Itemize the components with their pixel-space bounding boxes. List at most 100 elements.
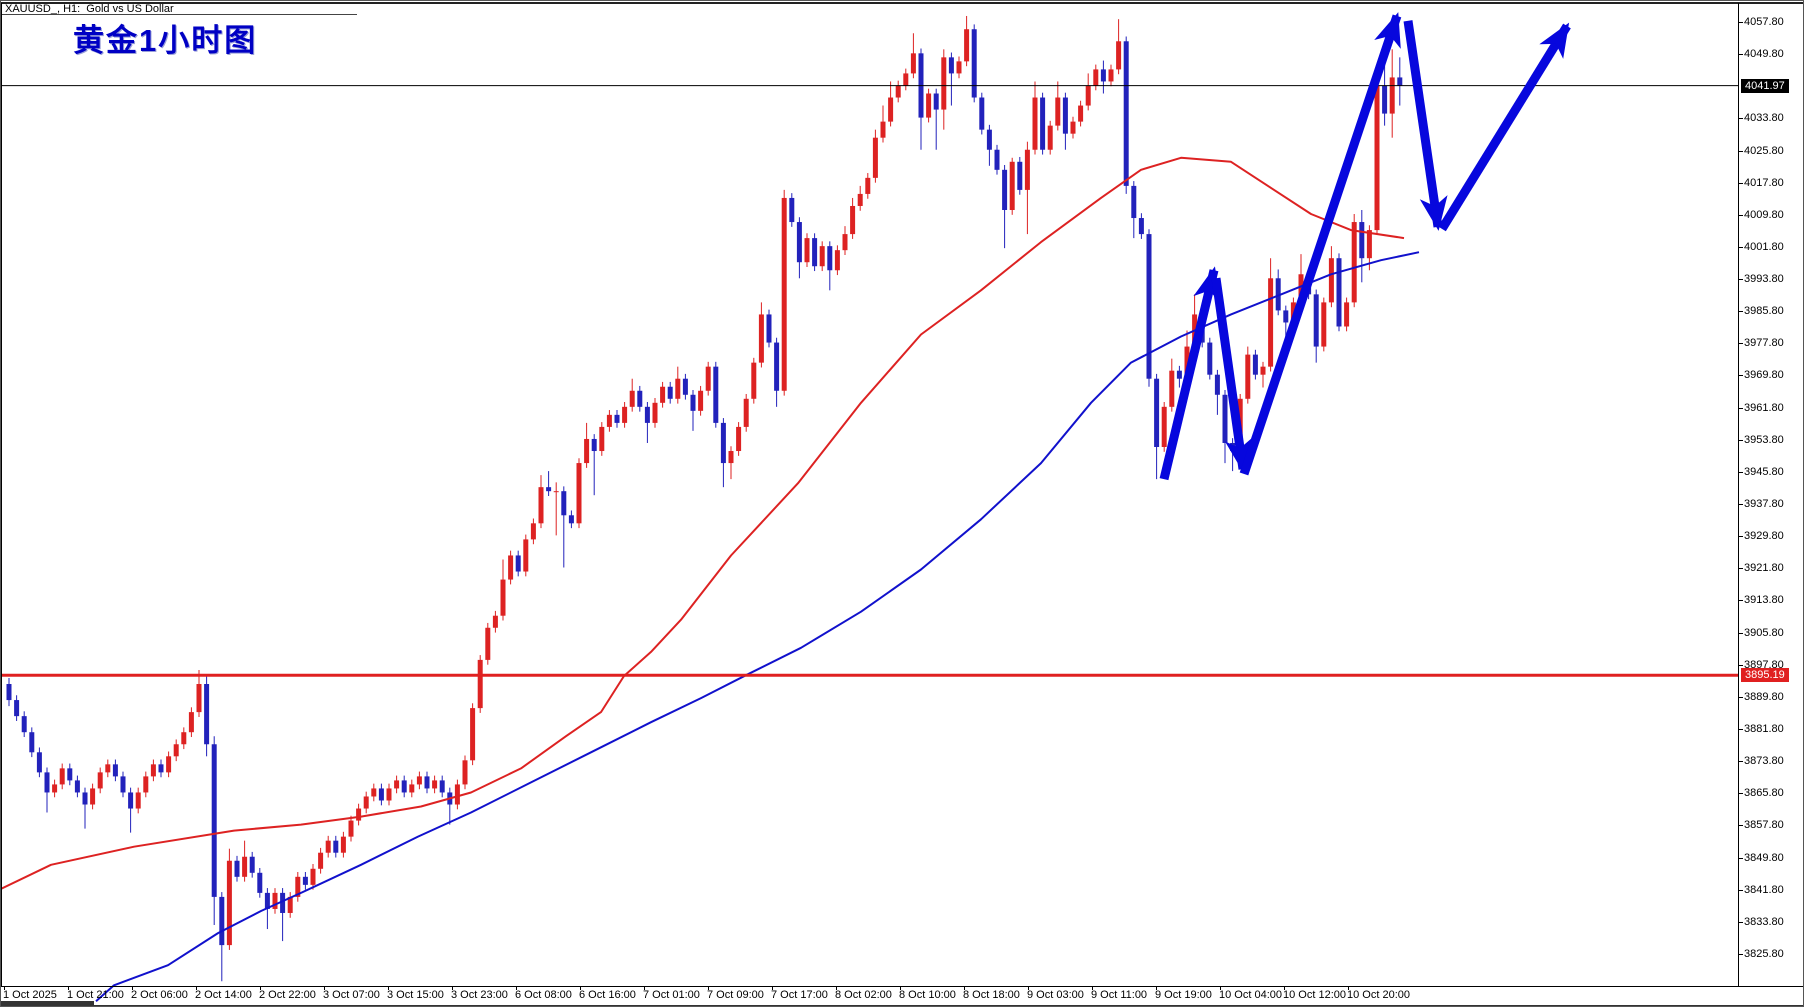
price-tick-label: 3881.80: [1744, 722, 1784, 735]
candle-body: [667, 386, 673, 399]
price-tick-mark: [1738, 343, 1743, 345]
candle-body: [325, 840, 331, 853]
time-tick-label: 10 Oct 04:00: [1219, 989, 1282, 1001]
price-tick-label: 3961.80: [1744, 401, 1784, 414]
price-tick-label: 3905.80: [1744, 626, 1784, 639]
candle: [1374, 77, 1380, 235]
price-tick-mark: [1738, 246, 1743, 248]
time-tick-label: 3 Oct 15:00: [387, 989, 444, 1001]
trend-arrow[interactable]: [1438, 22, 1571, 232]
price-tick-label: 4001.80: [1744, 240, 1784, 253]
horizontal-scrollbar-thumb[interactable]: [1, 1001, 94, 1006]
candle: [1252, 349, 1258, 380]
candle: [470, 703, 476, 766]
candle-body: [910, 53, 916, 74]
candle-body: [682, 378, 688, 395]
time-tick-label: 7 Oct 01:00: [643, 989, 700, 1001]
candle: [447, 787, 453, 825]
candle: [842, 226, 848, 255]
trend-arrow[interactable]: [1159, 266, 1221, 481]
candle: [500, 559, 506, 621]
candle: [1268, 258, 1274, 372]
window-top-border: [1, 2, 1803, 4]
price-tick-mark: [1738, 664, 1743, 666]
candle: [766, 309, 772, 348]
candle-body: [842, 234, 848, 251]
candle: [325, 835, 331, 858]
candle-body: [257, 872, 263, 893]
price-tick-label: 4025.80: [1744, 144, 1784, 157]
candle: [926, 88, 932, 123]
price-tick-label: 3993.80: [1744, 273, 1784, 286]
time-tick-label: 1 Oct 21:00: [67, 989, 124, 1001]
chart-overlay-title[interactable]: 黄金1小时图: [73, 23, 258, 58]
candle-body: [1138, 218, 1144, 235]
candle-body: [158, 764, 164, 773]
candle: [530, 518, 536, 545]
candle-body: [90, 788, 96, 805]
candle-body: [333, 840, 339, 853]
candle: [667, 381, 673, 404]
candle: [454, 779, 460, 810]
candle-body: [789, 197, 795, 223]
candle-body: [736, 426, 742, 452]
candle: [546, 471, 552, 497]
candle: [105, 759, 111, 778]
candle-body: [1184, 346, 1190, 379]
candle-body: [819, 246, 825, 267]
time-tick-mark: [324, 986, 325, 990]
trend-arrow[interactable]: [1239, 12, 1402, 476]
candle-body: [774, 342, 780, 391]
candle-body: [1252, 354, 1258, 375]
time-tick-label: 2 Oct 22:00: [259, 989, 316, 1001]
candle-body: [865, 177, 871, 194]
trend-arrow[interactable]: [1403, 20, 1448, 231]
candle: [128, 787, 134, 833]
candle-body: [181, 732, 187, 745]
candle: [1214, 369, 1220, 415]
candle-body: [82, 792, 88, 805]
candle-body: [576, 463, 582, 524]
current-price-badge: 4041.97: [1741, 78, 1789, 93]
candle-body: [956, 61, 962, 74]
candle-body: [492, 615, 498, 628]
candle-body: [1344, 302, 1350, 327]
candle-body: [850, 205, 856, 235]
candle-body: [948, 57, 954, 74]
candle: [234, 855, 240, 882]
trend-arrow[interactable]: [1211, 277, 1253, 474]
horizontal-lines-layer: [1, 85, 1738, 677]
candle: [713, 361, 719, 428]
candle: [614, 410, 620, 428]
candle: [1108, 64, 1114, 87]
candle: [827, 241, 833, 291]
candle: [1002, 165, 1008, 249]
candle-body: [986, 129, 992, 150]
candle-body: [926, 93, 932, 118]
time-tick-mark: [1092, 986, 1093, 990]
candle-body: [310, 868, 316, 885]
price-tick-mark: [1738, 439, 1743, 441]
time-tick-mark: [4, 986, 5, 990]
candle: [44, 767, 50, 813]
candle-body: [1032, 97, 1038, 150]
candle: [432, 775, 438, 794]
candle-body: [1161, 406, 1167, 447]
time-tick-label: 6 Oct 16:00: [579, 989, 636, 1001]
candle-body: [1131, 185, 1137, 219]
candle-body: [477, 659, 483, 709]
candle: [424, 771, 430, 794]
candle-body: [1009, 161, 1015, 210]
time-tick-mark: [196, 986, 197, 990]
price-tick-mark: [1738, 375, 1743, 377]
candle-body: [530, 523, 536, 540]
candle-body: [1108, 69, 1114, 82]
candle: [1275, 269, 1281, 316]
candle-body: [1024, 149, 1030, 190]
candle: [1313, 289, 1319, 363]
candle: [599, 422, 605, 456]
candle: [302, 871, 308, 890]
candle: [576, 458, 582, 529]
candle: [796, 217, 802, 279]
candle-body: [21, 716, 27, 733]
